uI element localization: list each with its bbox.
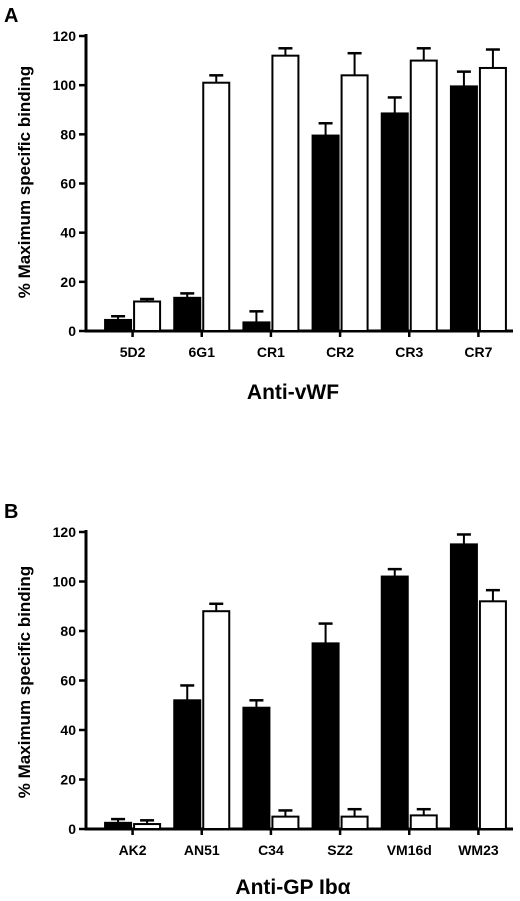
panel-a-x-tick-label: CR7 bbox=[464, 344, 492, 360]
panel-a-x-tick-label: 5D2 bbox=[120, 344, 146, 360]
panel-b-bar bbox=[173, 699, 202, 830]
panel-b-y-tick-label: 20 bbox=[60, 772, 76, 788]
panel-a-plot-area: 0 20 40 60 80 100 120 5D2 6G1 CR1 CR2 CR3 CR7 bbox=[53, 28, 513, 360]
panel-a-y-tick-label: 40 bbox=[60, 225, 76, 241]
panel-a-y-tick-label: 20 bbox=[60, 274, 76, 290]
panel-b-bar bbox=[271, 815, 300, 830]
panel-a-x-tick-label: CR1 bbox=[257, 344, 285, 360]
panel-a-y-tick-label: 100 bbox=[53, 77, 77, 93]
panel-b-x-tick-label: VM16d bbox=[387, 842, 432, 858]
panel-a-bar bbox=[478, 66, 507, 332]
panel-b-bar bbox=[242, 706, 271, 830]
panel-a-bar bbox=[311, 134, 340, 332]
panel-a-y-axis-label: % Maximum specific binding bbox=[15, 66, 34, 298]
panel-a-bar bbox=[409, 59, 438, 332]
panel-b-letter: B bbox=[4, 501, 18, 523]
panel-b-y-tick-label: 120 bbox=[53, 524, 77, 540]
panel-a-bar bbox=[173, 296, 202, 332]
panel-a-bar bbox=[242, 321, 271, 333]
panel-b-bar bbox=[449, 543, 478, 830]
panel-a-letter: A bbox=[4, 5, 18, 27]
panel-b-plot-area: 0 20 40 60 80 100 120 AK2 AN51 C34 SZ2 VM16d WM23 bbox=[53, 524, 513, 858]
panel-b-x-tick-label: C34 bbox=[258, 842, 284, 858]
panel-a-bar bbox=[380, 112, 409, 332]
panel-b-y-tick-label: 100 bbox=[53, 574, 77, 590]
panel-b-x-tick-label: SZ2 bbox=[327, 842, 353, 858]
panel-b-bar bbox=[311, 642, 340, 830]
panel-b-y-tick-label: 40 bbox=[60, 722, 76, 738]
panel-b-y-axis-label: % Maximum specific binding bbox=[15, 566, 34, 798]
panel-a-y-tick-label: 120 bbox=[53, 28, 77, 44]
panel-a-y-tick-label: 0 bbox=[68, 323, 76, 339]
panel-a-bar bbox=[202, 81, 231, 333]
panel-a-x-tick-label: CR2 bbox=[326, 344, 354, 360]
panel-b-y-tick-label: 80 bbox=[60, 623, 76, 639]
panel-b-y-tick-label: 0 bbox=[68, 821, 76, 837]
panel-b-bar bbox=[133, 823, 162, 830]
panel-a-y-tick-label: 80 bbox=[60, 126, 76, 142]
panel-a: A % Maximum specific binding Anti-vWF 0 2… bbox=[4, 5, 513, 404]
panel-a-x-tick-label: CR3 bbox=[395, 344, 423, 360]
panel-b-x-tick-label: AN51 bbox=[184, 842, 220, 858]
panel-a-x-tick-label: 6G1 bbox=[189, 344, 216, 360]
panel-b-x-tick-label: AK2 bbox=[119, 842, 147, 858]
panel-a-bar bbox=[449, 85, 478, 333]
panel-a-bar bbox=[104, 318, 133, 332]
panel-b-bar bbox=[340, 815, 369, 830]
panel-b: B % Maximum specific binding Anti-GP Ibα… bbox=[4, 501, 513, 899]
panel-a-y-tick-label: 60 bbox=[60, 176, 76, 192]
panel-b-x-axis-label: Anti-GP Ibα bbox=[235, 876, 350, 899]
panel-b-bar bbox=[202, 610, 231, 831]
panel-b-bar bbox=[478, 600, 507, 830]
panel-b-y-tick-label: 60 bbox=[60, 673, 76, 689]
panel-b-bar bbox=[409, 814, 438, 831]
panel-a-bar bbox=[271, 54, 300, 333]
panel-b-bar bbox=[380, 575, 409, 830]
panel-a-bar bbox=[133, 300, 162, 332]
panel-b-x-tick-label: WM23 bbox=[458, 842, 499, 858]
panel-b-bar bbox=[104, 821, 133, 830]
panel-a-bar bbox=[340, 74, 369, 333]
panel-a-x-axis-label: Anti-vWF bbox=[247, 381, 339, 404]
